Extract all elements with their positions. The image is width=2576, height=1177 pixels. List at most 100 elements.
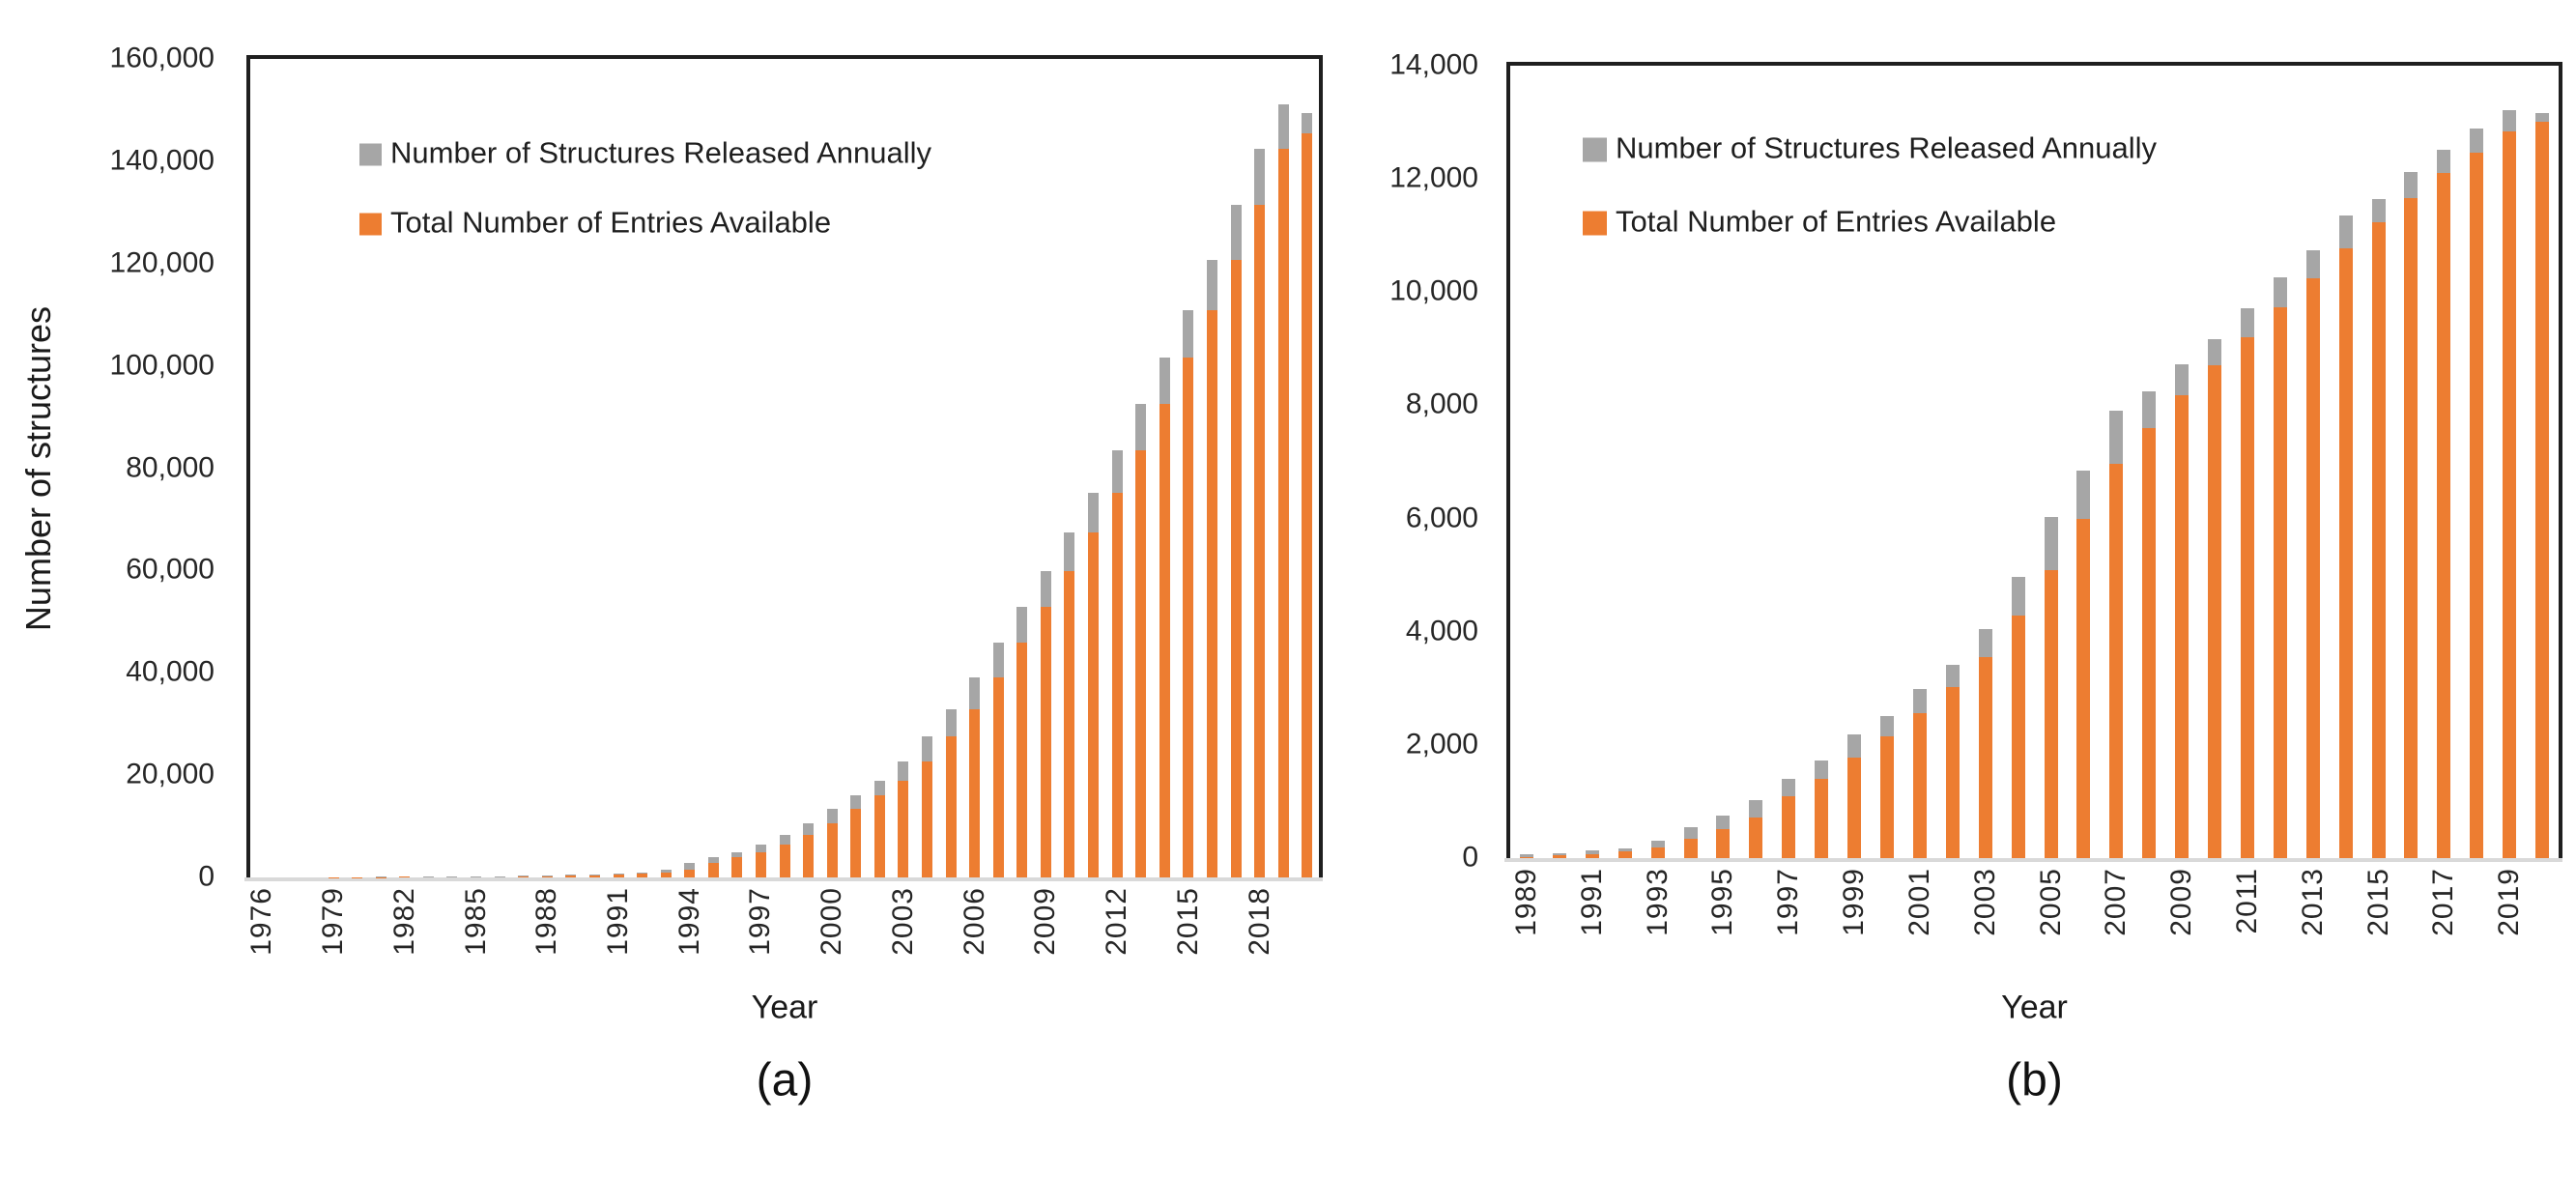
total-entries-bar-segment-2004 xyxy=(922,761,932,877)
total-entries-bar-segment-2008 xyxy=(2142,427,2157,858)
annual-releases-bar-segment-2014 xyxy=(2338,215,2353,249)
total-entries-bar-segment-1993 xyxy=(660,872,672,877)
annual-releases-bar-segment-2014 xyxy=(1159,357,1170,405)
y-axis-tick-label-a: 20,000 xyxy=(126,758,215,790)
annual-releases-bar-segment-2017 xyxy=(2437,150,2451,174)
total-entries-bar-segment-1998 xyxy=(1815,779,1829,858)
total-entries-bar-segment-1982 xyxy=(399,876,411,877)
annual-releases-bar-segment-2012 xyxy=(2273,277,2287,308)
total-entries-bar-segment-1986 xyxy=(494,876,505,877)
x-axis-tick-label-2017: 2017 xyxy=(2427,868,2460,936)
total-entries-bar-segment-1983 xyxy=(422,876,434,877)
annual-releases-bar-segment-2007 xyxy=(2109,411,2124,465)
total-entries-bar-segment-2007 xyxy=(992,676,1004,877)
plot-frame-right-a xyxy=(1319,55,1323,881)
total-entries-bar-segment-2003 xyxy=(1978,657,1992,858)
total-entries-bar-segment-2005 xyxy=(945,735,957,877)
x-axis-tick-label-1982: 1982 xyxy=(387,887,420,956)
legend-label-total-b: Total Number of Entries Available xyxy=(1616,204,2057,239)
total-entries-bar-segment-1989 xyxy=(1520,856,1533,858)
x-axis-zero-line-b xyxy=(1504,858,2562,862)
total-entries-bar-segment-2011 xyxy=(1088,532,1099,877)
plot-frame-right-b xyxy=(2559,62,2562,862)
total-entries-bar-segment-2013 xyxy=(2305,278,2320,858)
x-axis-title-b: Year xyxy=(2001,989,2068,1026)
x-axis-tick-label-1994: 1994 xyxy=(673,887,705,956)
annual-releases-bar-segment-2004 xyxy=(922,735,932,761)
total-entries-bar-segment-2001 xyxy=(1912,713,1927,858)
total-entries-bar-segment-2010 xyxy=(2208,364,2221,858)
y-axis-tick-label-a: 160,000 xyxy=(109,42,215,74)
total-entries-bar-segment-1992 xyxy=(637,873,647,877)
total-entries-bar-segment-2012 xyxy=(1111,493,1123,877)
total-entries-bar-segment-2010 xyxy=(1064,570,1075,877)
annual-releases-bar-segment-2004 xyxy=(2011,576,2025,617)
total-entries-bar-segment-2005 xyxy=(2044,569,2058,858)
total-entries-bar-segment-1996 xyxy=(731,857,743,877)
x-axis-tick-label-1988: 1988 xyxy=(530,887,563,956)
plot-frame-top-a xyxy=(246,55,1323,59)
total-entries-bar-segment-2002 xyxy=(1945,687,1960,858)
total-entries-bar-segment-2017 xyxy=(1230,259,1242,877)
annual-releases-bar-segment-2019 xyxy=(2503,110,2517,131)
annual-releases-bar-segment-2009 xyxy=(2175,364,2190,395)
annual-releases-bar-segment-2006 xyxy=(2076,470,2091,520)
total-entries-bar-segment-1994 xyxy=(1683,839,1698,858)
total-entries-bar-segment-2019 xyxy=(1277,149,1289,877)
annual-releases-bar-segment-2018 xyxy=(1254,149,1266,205)
annual-releases-bar-segment-2006 xyxy=(969,676,981,709)
annual-releases-bar-segment-1992 xyxy=(637,872,647,874)
annual-releases-bar-segment-1998 xyxy=(1815,761,1829,779)
subfigure-caption-a: (a) xyxy=(756,1054,814,1106)
plot-frame-left-b xyxy=(1506,62,1510,860)
plot-frame-top-b xyxy=(1506,62,2562,66)
x-axis-tick-label-2006: 2006 xyxy=(958,887,990,956)
legend-label-annual-b: Number of Structures Released Annually xyxy=(1616,130,2158,165)
total-entries-bar-segment-1984 xyxy=(446,876,458,877)
y-axis-tick-label-a: 80,000 xyxy=(126,450,215,483)
total-entries-bar-segment-2016 xyxy=(2404,198,2419,858)
annual-releases-bar-segment-2010 xyxy=(2208,338,2221,365)
legend-swatch-annual-b xyxy=(1583,137,1607,162)
x-axis-tick-label-2019: 2019 xyxy=(2493,868,2526,936)
annual-releases-bar-segment-2000 xyxy=(826,809,838,824)
annual-releases-bar-segment-2020 xyxy=(1302,112,1313,133)
y-axis-tick-label-a: 0 xyxy=(198,860,215,893)
y-axis-tick-label-b: 14,000 xyxy=(1389,48,1478,81)
y-axis-tick-label-b: 12,000 xyxy=(1389,161,1478,194)
x-axis-tick-label-2009: 2009 xyxy=(2165,868,2198,936)
annual-releases-bar-segment-2008 xyxy=(1016,607,1028,643)
annual-releases-bar-segment-2007 xyxy=(992,642,1004,677)
x-axis-tick-label-2015: 2015 xyxy=(2361,868,2394,936)
total-entries-bar-segment-2020 xyxy=(1302,132,1313,877)
x-axis-tick-label-2013: 2013 xyxy=(2296,868,2329,936)
total-entries-bar-segment-1999 xyxy=(1847,758,1861,858)
annual-releases-bar-segment-2015 xyxy=(1183,310,1194,358)
y-axis-tick-label-a: 120,000 xyxy=(109,246,215,279)
x-axis-tick-label-1997: 1997 xyxy=(1772,868,1805,936)
y-axis-tick-label-b: 0 xyxy=(1462,841,1478,874)
total-entries-bar-segment-2004 xyxy=(2011,616,2025,858)
total-entries-bar-segment-2007 xyxy=(2109,464,2124,858)
annual-releases-bar-segment-2005 xyxy=(2044,517,2058,570)
total-entries-bar-segment-2011 xyxy=(2240,337,2254,858)
annual-releases-bar-segment-2017 xyxy=(1230,204,1242,260)
annual-releases-bar-segment-1994 xyxy=(1683,827,1698,840)
total-entries-bar-segment-2000 xyxy=(826,823,838,877)
total-entries-bar-segment-1987 xyxy=(518,876,530,877)
annual-releases-bar-segment-2008 xyxy=(2142,391,2157,428)
y-axis-tick-label-a: 100,000 xyxy=(109,348,215,381)
x-axis-tick-label-2007: 2007 xyxy=(2100,868,2132,936)
x-axis-tick-label-1991: 1991 xyxy=(1575,868,1608,936)
total-entries-bar-segment-2008 xyxy=(1016,642,1028,877)
annual-releases-bar-segment-2012 xyxy=(1111,449,1123,494)
total-entries-bar-segment-1996 xyxy=(1749,817,1763,858)
annual-releases-bar-segment-1995 xyxy=(1716,816,1731,830)
x-axis-tick-label-1993: 1993 xyxy=(1641,868,1674,936)
total-entries-bar-segment-1989 xyxy=(565,875,577,877)
annual-releases-bar-segment-1997 xyxy=(755,845,766,852)
annual-releases-bar-segment-1992 xyxy=(1617,847,1632,851)
annual-releases-bar-segment-2011 xyxy=(1088,493,1099,533)
annual-releases-bar-segment-2001 xyxy=(1912,688,1927,714)
total-entries-bar-segment-2006 xyxy=(969,708,981,877)
